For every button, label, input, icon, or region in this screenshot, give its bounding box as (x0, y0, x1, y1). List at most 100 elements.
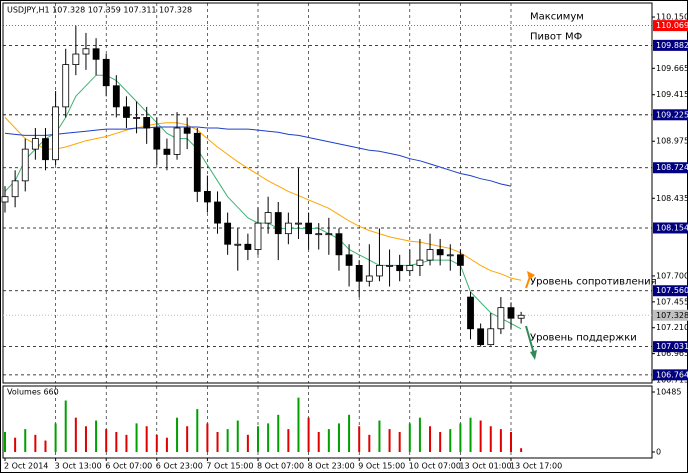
candle-body (436, 249, 444, 256)
candle-body (244, 243, 252, 250)
level-label: 106.764 (656, 370, 688, 379)
candle-body (274, 212, 282, 235)
chart-title: USDJPY,H1 107.328 107.359 107.311 107.32… (7, 6, 192, 15)
y-tick-label: 107.455 (656, 297, 688, 306)
level-label: 107.031 (656, 342, 688, 351)
candle-body (507, 307, 515, 319)
candle-body (224, 222, 232, 245)
last-price-box (653, 309, 688, 321)
candle-body (193, 132, 201, 192)
y-tick-label: 108.975 (656, 137, 688, 146)
level-box (653, 20, 688, 32)
y-tick-label: 109.665 (656, 64, 688, 73)
candle-body (1, 196, 9, 203)
candle-body (305, 222, 313, 235)
x-tick-label: 13 Oct 17:00 (510, 462, 562, 471)
volume-title: Volumes 660 (7, 388, 59, 397)
candle-body (335, 233, 343, 256)
x-tick-label: 9 Oct 15:00 (358, 462, 405, 471)
candle-body (396, 264, 404, 272)
candle-body (315, 233, 323, 236)
candle-body (467, 296, 474, 330)
level-label: 110.069 (656, 21, 688, 30)
candle-body (345, 254, 353, 266)
candle-body (11, 180, 19, 198)
candle-body (72, 53, 80, 66)
moving-average (4, 117, 522, 281)
candle-body (183, 127, 191, 134)
candle-body (446, 254, 454, 257)
candle-body (477, 328, 485, 346)
candle-body (203, 191, 211, 203)
candle-body (406, 264, 414, 272)
level-box (653, 39, 688, 51)
candle-body (31, 138, 39, 150)
candle-body (284, 222, 292, 235)
level-label: 108.154 (656, 223, 688, 232)
candle-body (376, 264, 383, 277)
level-text: Пивот МФ (530, 31, 583, 42)
candle-body (456, 254, 464, 266)
x-tick-label: 8 Oct 23:00 (308, 462, 355, 471)
x-tick-label: 3 Oct 13:00 (55, 462, 102, 471)
moving-average (4, 74, 522, 330)
candle-body (92, 48, 100, 60)
level-box (653, 369, 688, 381)
x-tick-label: 8 Oct 07:00 (257, 462, 304, 471)
candle-body (264, 212, 272, 224)
candle-body (82, 48, 90, 55)
candle-body (416, 259, 424, 266)
level-label: 107.560 (656, 286, 688, 295)
y-tick-label: 107.700 (656, 271, 688, 280)
x-tick-label: 6 Oct 07:00 (105, 462, 152, 471)
level-label: 108.724 (656, 163, 688, 172)
level-box (653, 341, 688, 353)
candle-body (112, 85, 120, 108)
candle-body (173, 127, 181, 155)
price-panel (2, 2, 653, 384)
x-tick-label: 6 Oct 23:00 (156, 462, 203, 471)
last-price-label: 107.328 (656, 311, 688, 320)
y-tick-label: 109.415 (656, 90, 688, 99)
candle-body (42, 138, 49, 161)
candle-body (497, 307, 505, 330)
y-tick-label: 10485 (656, 388, 681, 397)
candle-body (254, 222, 262, 250)
candle-body (517, 314, 525, 319)
level-box (653, 162, 688, 174)
level-box (653, 109, 688, 121)
candle-body (153, 127, 161, 150)
candle-body (487, 328, 495, 346)
candle-body (133, 117, 140, 119)
y-tick-label: 110.150 (656, 13, 688, 22)
y-tick-label: 108.435 (656, 194, 688, 203)
level-text: Уровень поддержки (530, 333, 637, 344)
candle-body (21, 148, 29, 182)
x-tick-label: 10 Oct 07:00 (409, 462, 461, 471)
level-box (653, 222, 688, 234)
level-box (653, 285, 688, 297)
volume-panel (2, 385, 653, 459)
level-text: Уровень сопротивления (530, 277, 657, 288)
candle-body (52, 106, 59, 161)
x-tick-label: 2 Oct 2014 (4, 462, 48, 471)
candle-body (386, 264, 393, 267)
candle-body (214, 201, 221, 224)
arrow-down (525, 325, 535, 355)
arrow-head (530, 350, 537, 360)
y-tick-label: 0 (656, 448, 661, 457)
moving-average (4, 126, 512, 187)
candle-body (365, 275, 373, 282)
y-tick-label: 107.210 (656, 323, 688, 332)
candle-body (62, 64, 70, 108)
x-tick-label: 7 Oct 15:00 (206, 462, 253, 471)
level-label: 109.882 (656, 41, 688, 50)
level-text: Максимум (530, 12, 584, 23)
candle-body (234, 243, 242, 246)
x-tick-label: 13 Oct 01:00 (459, 462, 511, 471)
candle-body (123, 106, 130, 118)
level-label: 109.225 (656, 110, 688, 119)
candle-body (355, 264, 363, 282)
